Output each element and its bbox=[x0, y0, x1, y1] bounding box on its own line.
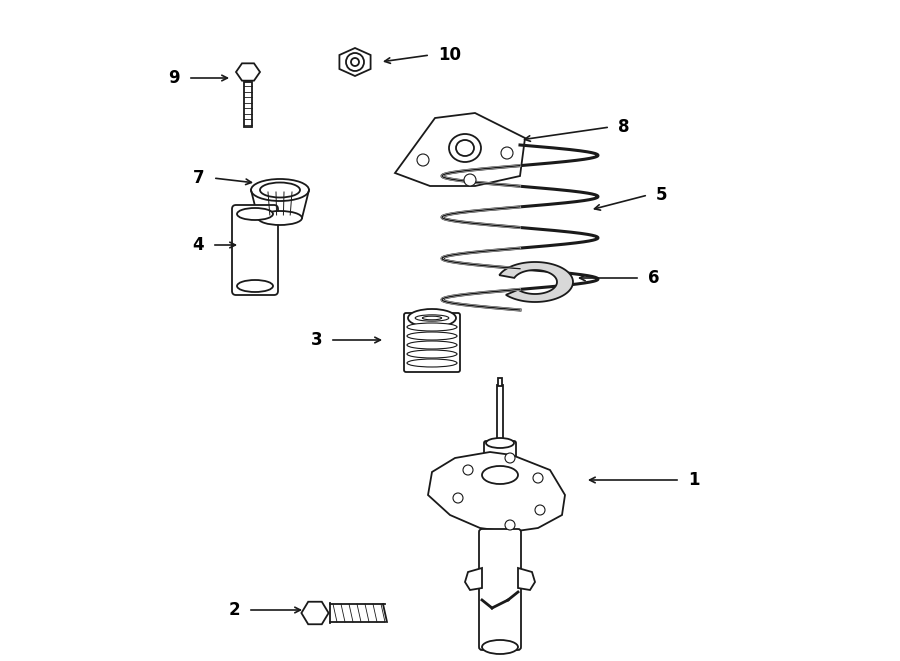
Ellipse shape bbox=[251, 179, 309, 201]
Text: 2: 2 bbox=[229, 601, 240, 619]
Circle shape bbox=[464, 174, 476, 186]
Text: 9: 9 bbox=[168, 69, 180, 87]
Polygon shape bbox=[339, 48, 371, 76]
Text: 3: 3 bbox=[310, 331, 322, 349]
Text: 4: 4 bbox=[193, 236, 204, 254]
Ellipse shape bbox=[482, 466, 518, 484]
Text: 10: 10 bbox=[438, 46, 461, 64]
Polygon shape bbox=[500, 262, 573, 302]
Text: 6: 6 bbox=[648, 269, 660, 287]
Ellipse shape bbox=[415, 315, 449, 321]
Ellipse shape bbox=[407, 323, 457, 331]
FancyBboxPatch shape bbox=[498, 378, 502, 386]
Text: 1: 1 bbox=[688, 471, 699, 489]
Ellipse shape bbox=[407, 332, 457, 340]
Ellipse shape bbox=[486, 438, 514, 448]
Text: 7: 7 bbox=[194, 169, 205, 187]
Ellipse shape bbox=[260, 182, 300, 198]
Ellipse shape bbox=[407, 359, 457, 367]
Circle shape bbox=[463, 465, 473, 475]
Circle shape bbox=[505, 453, 515, 463]
Circle shape bbox=[505, 520, 515, 530]
Ellipse shape bbox=[407, 341, 457, 349]
Ellipse shape bbox=[482, 640, 518, 654]
Ellipse shape bbox=[422, 316, 442, 320]
Ellipse shape bbox=[456, 140, 474, 156]
Ellipse shape bbox=[237, 280, 273, 292]
FancyBboxPatch shape bbox=[232, 205, 278, 295]
Circle shape bbox=[453, 493, 463, 503]
FancyBboxPatch shape bbox=[497, 385, 503, 445]
Ellipse shape bbox=[407, 350, 457, 358]
Ellipse shape bbox=[258, 211, 302, 225]
Polygon shape bbox=[465, 568, 482, 590]
Circle shape bbox=[417, 154, 429, 166]
Ellipse shape bbox=[237, 208, 273, 220]
FancyBboxPatch shape bbox=[479, 529, 521, 650]
Polygon shape bbox=[236, 63, 260, 81]
Ellipse shape bbox=[449, 134, 481, 162]
Text: 5: 5 bbox=[656, 186, 668, 204]
Polygon shape bbox=[518, 568, 535, 590]
FancyBboxPatch shape bbox=[244, 82, 252, 127]
Text: 8: 8 bbox=[618, 118, 629, 136]
Circle shape bbox=[535, 505, 545, 515]
FancyBboxPatch shape bbox=[404, 313, 460, 372]
Ellipse shape bbox=[408, 309, 456, 327]
Circle shape bbox=[346, 53, 364, 71]
Circle shape bbox=[351, 58, 359, 66]
Circle shape bbox=[501, 147, 513, 159]
Polygon shape bbox=[302, 602, 328, 624]
Polygon shape bbox=[428, 452, 565, 532]
Polygon shape bbox=[395, 113, 525, 186]
Circle shape bbox=[533, 473, 543, 483]
FancyBboxPatch shape bbox=[484, 441, 516, 483]
